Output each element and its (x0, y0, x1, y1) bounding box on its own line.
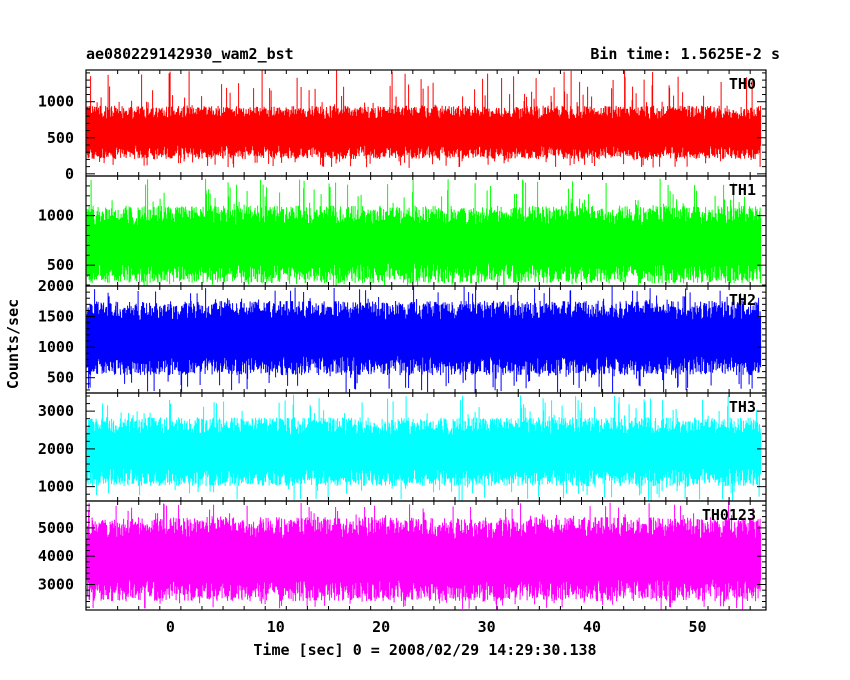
panel-label-th0123: TH0123 (702, 506, 756, 524)
y-tick-label: 500 (47, 256, 74, 274)
series-th0 (86, 70, 762, 168)
x-tick-label: 30 (478, 618, 496, 636)
panel-label-th1: TH1 (729, 181, 756, 199)
y-tick-label: 1500 (38, 308, 74, 326)
y-tick-label: 1000 (38, 93, 74, 111)
y-tick-label: 1000 (38, 478, 74, 496)
y-tick-label: 3000 (38, 576, 74, 594)
y-tick-label: 1000 (38, 338, 74, 356)
y-tick-label: 2000 (38, 277, 74, 295)
y-tick-label: 3000 (38, 402, 74, 420)
series-th1 (86, 178, 762, 286)
panel-label-th3: TH3 (729, 398, 756, 416)
x-tick-label: 0 (166, 618, 175, 636)
y-axis-label: Counts/sec (4, 299, 22, 389)
panel-label-th2: TH2 (729, 291, 756, 309)
x-tick-label: 40 (583, 618, 601, 636)
x-axis-label: Time [sec] 0 = 2008/02/29 14:29:30.138 (253, 641, 596, 659)
x-tick-label: 20 (372, 618, 390, 636)
y-tick-label: 500 (47, 129, 74, 147)
x-tick-label: 10 (267, 618, 285, 636)
panels-group: 05001000TH05001000TH1500100015002000TH21… (38, 69, 767, 636)
chart-bin-time: Bin time: 1.5625E-2 s (590, 45, 780, 63)
series-th2 (86, 286, 762, 393)
panel-frame-th0123 (85, 500, 767, 611)
y-tick-label: 500 (47, 369, 74, 387)
y-tick-label: 1000 (38, 207, 74, 225)
series-th0123 (86, 501, 762, 610)
y-tick-label: 2000 (38, 440, 74, 458)
x-tick-label: 50 (688, 618, 706, 636)
y-tick-label: 5000 (38, 519, 74, 537)
chart-title: ae080229142930_wam2_bst (86, 45, 294, 63)
y-tick-label: 0 (65, 165, 74, 183)
y-tick-label: 4000 (38, 547, 74, 565)
panel-label-th0: TH0 (729, 75, 756, 93)
series-th3 (86, 394, 762, 501)
